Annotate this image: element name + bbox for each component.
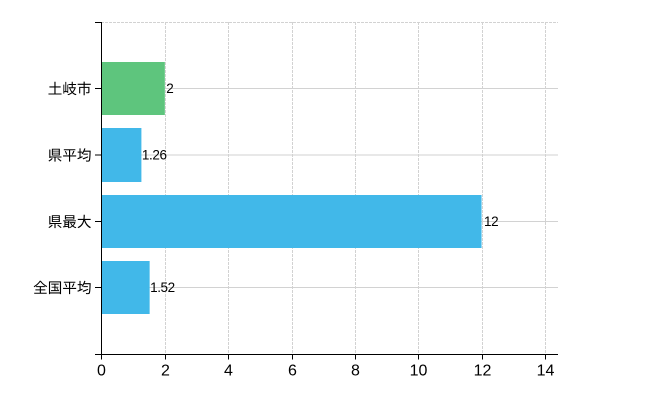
svg-text:6: 6 <box>288 363 297 380</box>
svg-text:14: 14 <box>537 363 555 380</box>
svg-text:10: 10 <box>410 363 428 380</box>
svg-text:12: 12 <box>484 214 498 229</box>
svg-text:2: 2 <box>166 81 173 96</box>
svg-text:1.52: 1.52 <box>150 280 175 295</box>
svg-text:4: 4 <box>224 363 233 380</box>
svg-text:12: 12 <box>474 363 492 380</box>
svg-text:2: 2 <box>161 363 170 380</box>
svg-text:8: 8 <box>351 363 360 380</box>
svg-text:0: 0 <box>97 363 106 380</box>
svg-text:1.26: 1.26 <box>142 148 167 163</box>
